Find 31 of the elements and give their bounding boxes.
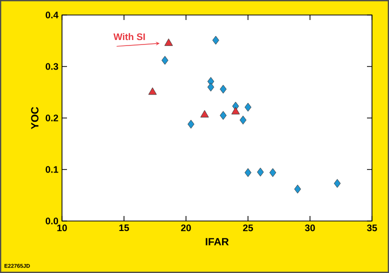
point — [164, 38, 173, 46]
point — [334, 178, 341, 188]
x-tick-label: 15 — [119, 224, 129, 232]
y-tick-label: 0.2 — [46, 114, 58, 122]
point — [244, 168, 252, 178]
point — [148, 87, 157, 95]
y-tick-label: 0.1 — [46, 166, 58, 173]
point — [257, 168, 264, 177]
y-tick-label: 0.0 — [46, 218, 58, 224]
point — [269, 168, 276, 178]
x-tick-label: 20 — [181, 224, 191, 232]
point — [162, 56, 168, 65]
x-tick-label: 25 — [243, 224, 253, 232]
x-tick-label: 10 — [57, 224, 67, 232]
y-axis-title: YOC — [31, 106, 38, 130]
y-tick-label: 0.4 — [46, 12, 58, 18]
point — [212, 36, 220, 45]
point — [294, 184, 301, 194]
point — [200, 110, 209, 118]
point — [207, 82, 214, 92]
x-tick-label: 30 — [304, 224, 315, 232]
x-tick-label: 35 — [366, 224, 377, 232]
point — [244, 102, 252, 112]
point — [220, 84, 227, 94]
x-axis-title: IFAR — [206, 238, 229, 246]
point — [240, 116, 246, 124]
point — [231, 106, 240, 114]
point — [220, 110, 227, 120]
annotation: With SI — [113, 33, 145, 40]
point — [188, 120, 194, 129]
y-tick-label: 0.3 — [46, 63, 58, 70]
